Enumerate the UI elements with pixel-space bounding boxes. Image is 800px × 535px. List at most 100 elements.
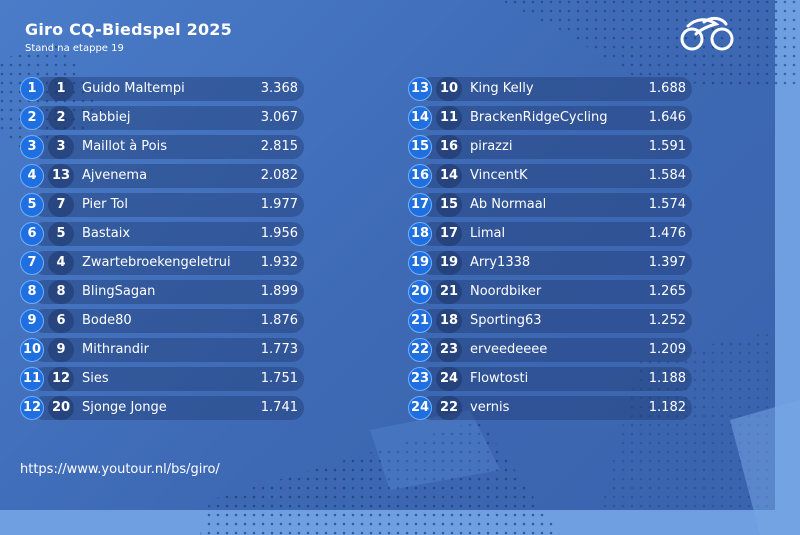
- prev-rank-bg: [48, 309, 74, 333]
- rank-badge: 14: [408, 106, 432, 130]
- row-pill: [420, 367, 692, 391]
- prev-rank-bg: [436, 367, 462, 391]
- standing-row: 24 22 vernis 1.182: [408, 396, 692, 420]
- rank-badge: 24: [408, 396, 432, 420]
- player-name: Limal: [470, 226, 506, 241]
- previous-rank: 23: [439, 342, 459, 357]
- previous-rank: 24: [439, 371, 459, 386]
- prev-rank-bg: [48, 135, 74, 159]
- player-name: Mithrandir: [82, 342, 149, 357]
- player-score: 1.574: [648, 197, 686, 212]
- player-name: Sporting63: [470, 313, 542, 328]
- player-score: 1.476: [648, 226, 686, 241]
- previous-rank: 15: [439, 197, 459, 212]
- row-pill: [32, 222, 304, 246]
- prev-rank-bg: [436, 280, 462, 304]
- standing-row: 15 16 pirazzi 1.591: [408, 135, 692, 159]
- rank-badge: 19: [408, 251, 432, 275]
- player-name: Ab Normaal: [470, 197, 547, 212]
- row-pill: [420, 396, 692, 420]
- standing-row: 2 2 Rabbiej 3.067: [20, 106, 304, 130]
- standing-row: 16 14 VincentK 1.584: [408, 164, 692, 188]
- footer-url[interactable]: https://www.youtour.nl/bs/giro/: [20, 462, 220, 477]
- row-pill: [32, 193, 304, 217]
- rank-badge: 13: [408, 77, 432, 101]
- rank-badge: 1: [20, 77, 44, 101]
- previous-rank: 21: [439, 284, 459, 299]
- rank-badge: 23: [408, 367, 432, 391]
- player-name: Flowtosti: [470, 371, 529, 386]
- row-pill: [32, 135, 304, 159]
- prev-rank-bg: [48, 396, 74, 420]
- player-score: 1.956: [260, 226, 298, 241]
- player-score: 1.591: [648, 139, 686, 154]
- player-score: 1.741: [260, 400, 298, 415]
- player-name: BrackenRidgeCycling: [470, 110, 608, 125]
- row-pill: [32, 77, 304, 101]
- prev-rank-bg: [436, 77, 462, 101]
- standing-row: 20 21 Noordbiker 1.265: [408, 280, 692, 304]
- player-score: 1.977: [260, 197, 298, 212]
- standing-row: 1 1 Guido Maltempi 3.368: [20, 77, 304, 101]
- player-name: Arry1338: [470, 255, 531, 270]
- player-score: 1.188: [648, 371, 686, 386]
- row-pill: [32, 309, 304, 333]
- player-name: pirazzi: [470, 139, 513, 154]
- prev-rank-bg: [436, 222, 462, 246]
- prev-rank-bg: [436, 164, 462, 188]
- row-pill: [32, 280, 304, 304]
- standing-row: 6 5 Bastaix 1.956: [20, 222, 304, 246]
- previous-rank: 6: [56, 313, 66, 328]
- player-name: Noordbiker: [470, 284, 542, 299]
- previous-rank: 16: [439, 139, 459, 154]
- standing-row: 9 6 Bode80 1.876: [20, 309, 304, 333]
- standing-row: 18 17 Limal 1.476: [408, 222, 692, 246]
- player-score: 1.646: [648, 110, 686, 125]
- rank-badge: 11: [20, 367, 44, 391]
- previous-rank: 9: [56, 342, 66, 357]
- page-title: Giro CQ-Biedspel 2025: [25, 20, 232, 39]
- previous-rank: 4: [56, 255, 66, 270]
- row-pill: [420, 193, 692, 217]
- row-pill: [420, 251, 692, 275]
- player-score: 1.252: [648, 313, 686, 328]
- row-pill: [420, 77, 692, 101]
- player-score: 1.899: [260, 284, 298, 299]
- rank-badge: 7: [20, 251, 44, 275]
- prev-rank-bg: [436, 338, 462, 362]
- standing-row: 22 23 erveedeeee 1.209: [408, 338, 692, 362]
- prev-rank-bg: [48, 338, 74, 362]
- standing-row: 3 3 Maillot à Pois 2.815: [20, 135, 304, 159]
- rank-badge: 3: [20, 135, 44, 159]
- standing-row: 17 15 Ab Normaal 1.574: [408, 193, 692, 217]
- prev-rank-bg: [48, 193, 74, 217]
- previous-rank: 18: [439, 313, 459, 328]
- row-pill: [32, 367, 304, 391]
- player-score: 1.584: [648, 168, 686, 183]
- standing-row: 11 12 Sies 1.751: [20, 367, 304, 391]
- row-pill: [420, 135, 692, 159]
- player-name: King Kelly: [470, 81, 534, 96]
- prev-rank-bg: [48, 77, 74, 101]
- standing-row: 12 20 Sjonge Jonge 1.741: [20, 396, 304, 420]
- player-name: vernis: [470, 400, 510, 415]
- player-score: 3.368: [260, 81, 298, 96]
- player-score: 2.082: [260, 168, 298, 183]
- rank-badge: 18: [408, 222, 432, 246]
- rank-badge: 17: [408, 193, 432, 217]
- row-pill: [420, 106, 692, 130]
- player-name: Bastaix: [82, 226, 131, 241]
- prev-rank-bg: [436, 396, 462, 420]
- player-score: 1.876: [260, 313, 298, 328]
- standing-row: 19 19 Arry1338 1.397: [408, 251, 692, 275]
- player-name: Sies: [82, 371, 109, 386]
- row-pill: [32, 251, 304, 275]
- rank-badge: 4: [20, 164, 44, 188]
- previous-rank: 2: [56, 110, 66, 125]
- standing-row: 21 18 Sporting63 1.252: [408, 309, 692, 333]
- previous-rank: 7: [56, 197, 66, 212]
- player-score: 1.751: [260, 371, 298, 386]
- rank-badge: 16: [408, 164, 432, 188]
- player-name: Sjonge Jonge: [82, 400, 167, 415]
- standing-row: 8 8 BlingSagan 1.899: [20, 280, 304, 304]
